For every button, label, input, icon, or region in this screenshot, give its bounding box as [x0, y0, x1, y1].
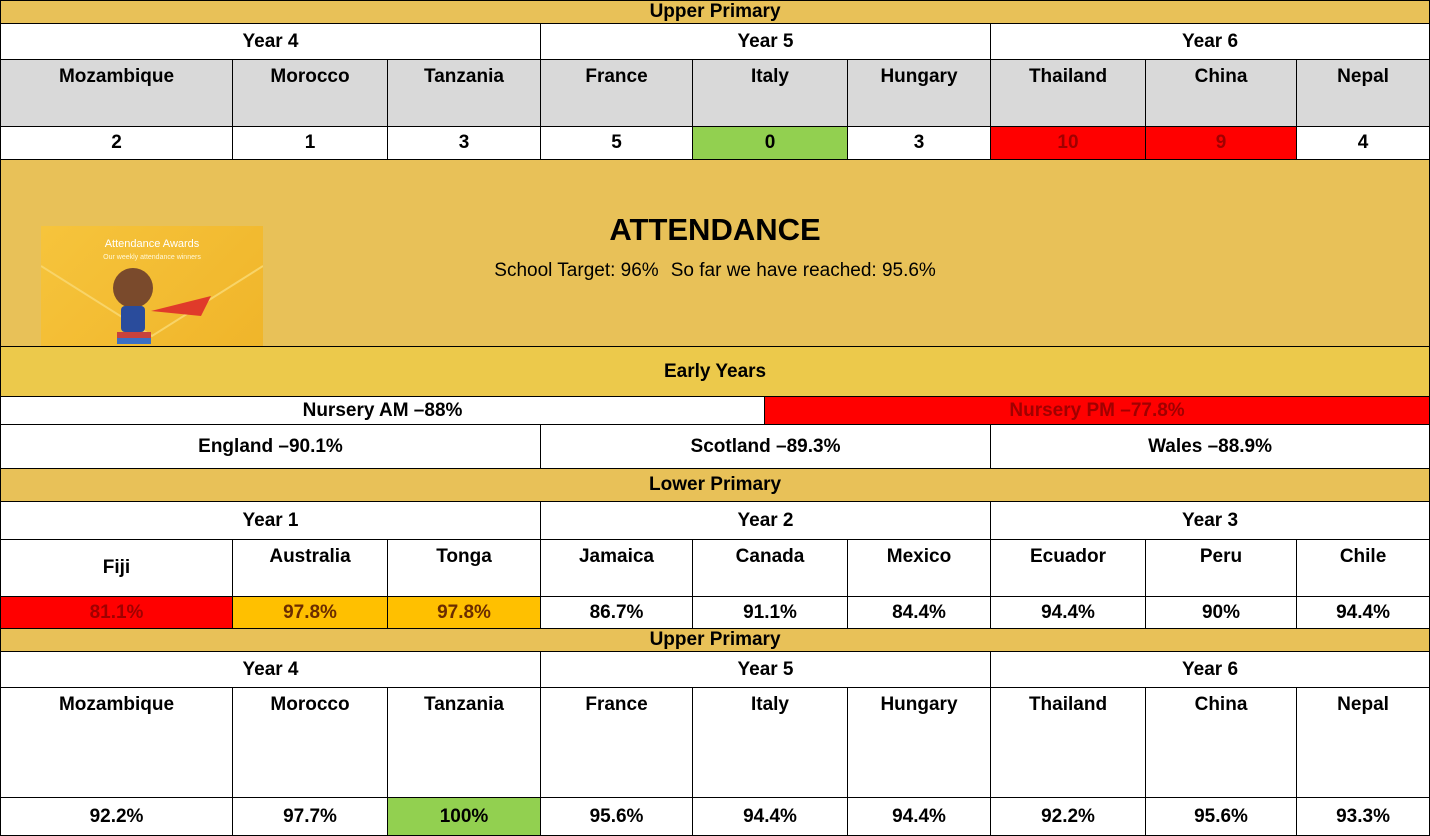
- year-header: Year 6: [991, 652, 1430, 688]
- house: Wales –88.9%: [991, 425, 1430, 469]
- cape: [151, 296, 211, 316]
- class-value: 94.4%: [991, 597, 1146, 629]
- class-name: Hungary: [848, 688, 991, 798]
- class-name: Thailand: [991, 688, 1146, 798]
- class-value: 92.2%: [1, 798, 233, 836]
- class-name: Thailand: [991, 60, 1146, 127]
- class-name: Morocco: [233, 60, 388, 127]
- class-value: 94.4%: [1297, 597, 1430, 629]
- class-name: France: [541, 688, 693, 798]
- year-header: Year 1: [1, 502, 541, 540]
- class-value: 9: [1146, 127, 1297, 160]
- class-name: China: [1146, 60, 1297, 127]
- year-header: Year 5: [541, 24, 991, 60]
- book: [117, 332, 151, 338]
- class-name: Australia: [233, 540, 388, 597]
- class-value: 97.7%: [233, 798, 388, 836]
- nursery-row: Nursery AM –88% Nursery PM –77.8%: [1, 397, 1430, 425]
- class-name: Fiji: [1, 540, 233, 597]
- class-name: Nepal: [1297, 688, 1430, 798]
- class-value: 3: [388, 127, 541, 160]
- class-name: Ecuador: [991, 540, 1146, 597]
- attendance-table: Upper Primary Year 4 Year 5 Year 6 Mozam…: [0, 0, 1430, 836]
- class-value: 4: [1297, 127, 1430, 160]
- class-value: 91.1%: [693, 597, 848, 629]
- target: School Target: 96%: [494, 260, 658, 281]
- class-value: 0: [693, 127, 848, 160]
- class-value: 81.1%: [1, 597, 233, 629]
- class-name: Italy: [693, 60, 848, 127]
- class-name: Mozambique: [1, 60, 233, 127]
- class-value: 92.2%: [991, 798, 1146, 836]
- class-name: Peru: [1146, 540, 1297, 597]
- year-header: Year 3: [991, 502, 1430, 540]
- house: Scotland –89.3%: [541, 425, 991, 469]
- class-value: 95.6%: [541, 798, 693, 836]
- year-header: Year 4: [1, 652, 541, 688]
- body-shape: [121, 306, 145, 332]
- class-name: Mozambique: [1, 688, 233, 798]
- section-header: Upper Primary: [1, 1, 1430, 24]
- class-value: 93.3%: [1297, 798, 1430, 836]
- class-value: 94.4%: [848, 798, 991, 836]
- nursery: Nursery PM –77.8%: [765, 397, 1429, 424]
- year-header: Year 5: [541, 652, 991, 688]
- page: Attendance {"upper_primary_top": {"title…: [0, 0, 1430, 834]
- class-value: 97.8%: [233, 597, 388, 629]
- class-name: Chile: [1297, 540, 1430, 597]
- attendance-line: School Target: 96% So far we have reached…: [1, 260, 1429, 282]
- section-header: Upper Primary: [1, 629, 1430, 652]
- class-name: Tonga: [388, 540, 541, 597]
- class-name: Hungary: [848, 60, 991, 127]
- class-name: Tanzania: [388, 688, 541, 798]
- class-value: 94.4%: [693, 798, 848, 836]
- section-header: Lower Primary: [1, 469, 1430, 502]
- class-name: Canada: [693, 540, 848, 597]
- nursery: Nursery AM –88%: [1, 397, 765, 424]
- nursery-split: Nursery AM –88% Nursery PM –77.8%: [1, 397, 1429, 424]
- class-value: 97.8%: [388, 597, 541, 629]
- class-value: 2: [1, 127, 233, 160]
- class-value: 10: [991, 127, 1146, 160]
- year-header: Year 4: [1, 24, 541, 60]
- class-value: 100%: [388, 798, 541, 836]
- class-name: Morocco: [233, 688, 388, 798]
- class-name: Italy: [693, 688, 848, 798]
- class-value: 5: [541, 127, 693, 160]
- class-value: 84.4%: [848, 597, 991, 629]
- class-name: Nepal: [1297, 60, 1430, 127]
- year-header: Year 2: [541, 502, 991, 540]
- section-header: Early Years: [1, 347, 1430, 397]
- class-value: 3: [848, 127, 991, 160]
- house: England –90.1%: [1, 425, 541, 469]
- class-value: 1: [233, 127, 388, 160]
- reached: So far we have reached: 95.6%: [671, 260, 936, 281]
- year-header: Year 6: [991, 24, 1430, 60]
- class-value: 90%: [1146, 597, 1297, 629]
- class-name: Tanzania: [388, 60, 541, 127]
- class-value: 95.6%: [1146, 798, 1297, 836]
- class-value: 86.7%: [541, 597, 693, 629]
- class-name: Jamaica: [541, 540, 693, 597]
- class-name: France: [541, 60, 693, 127]
- attendance-banner: Attendance Awards Our weekly attendance …: [1, 160, 1430, 347]
- book: [117, 338, 151, 344]
- class-name: China: [1146, 688, 1297, 798]
- attendance-title: ATTENDANCE: [1, 212, 1429, 248]
- body: Upper Primary Year 4 Year 5 Year 6 Mozam…: [0, 0, 1430, 834]
- class-name: Mexico: [848, 540, 991, 597]
